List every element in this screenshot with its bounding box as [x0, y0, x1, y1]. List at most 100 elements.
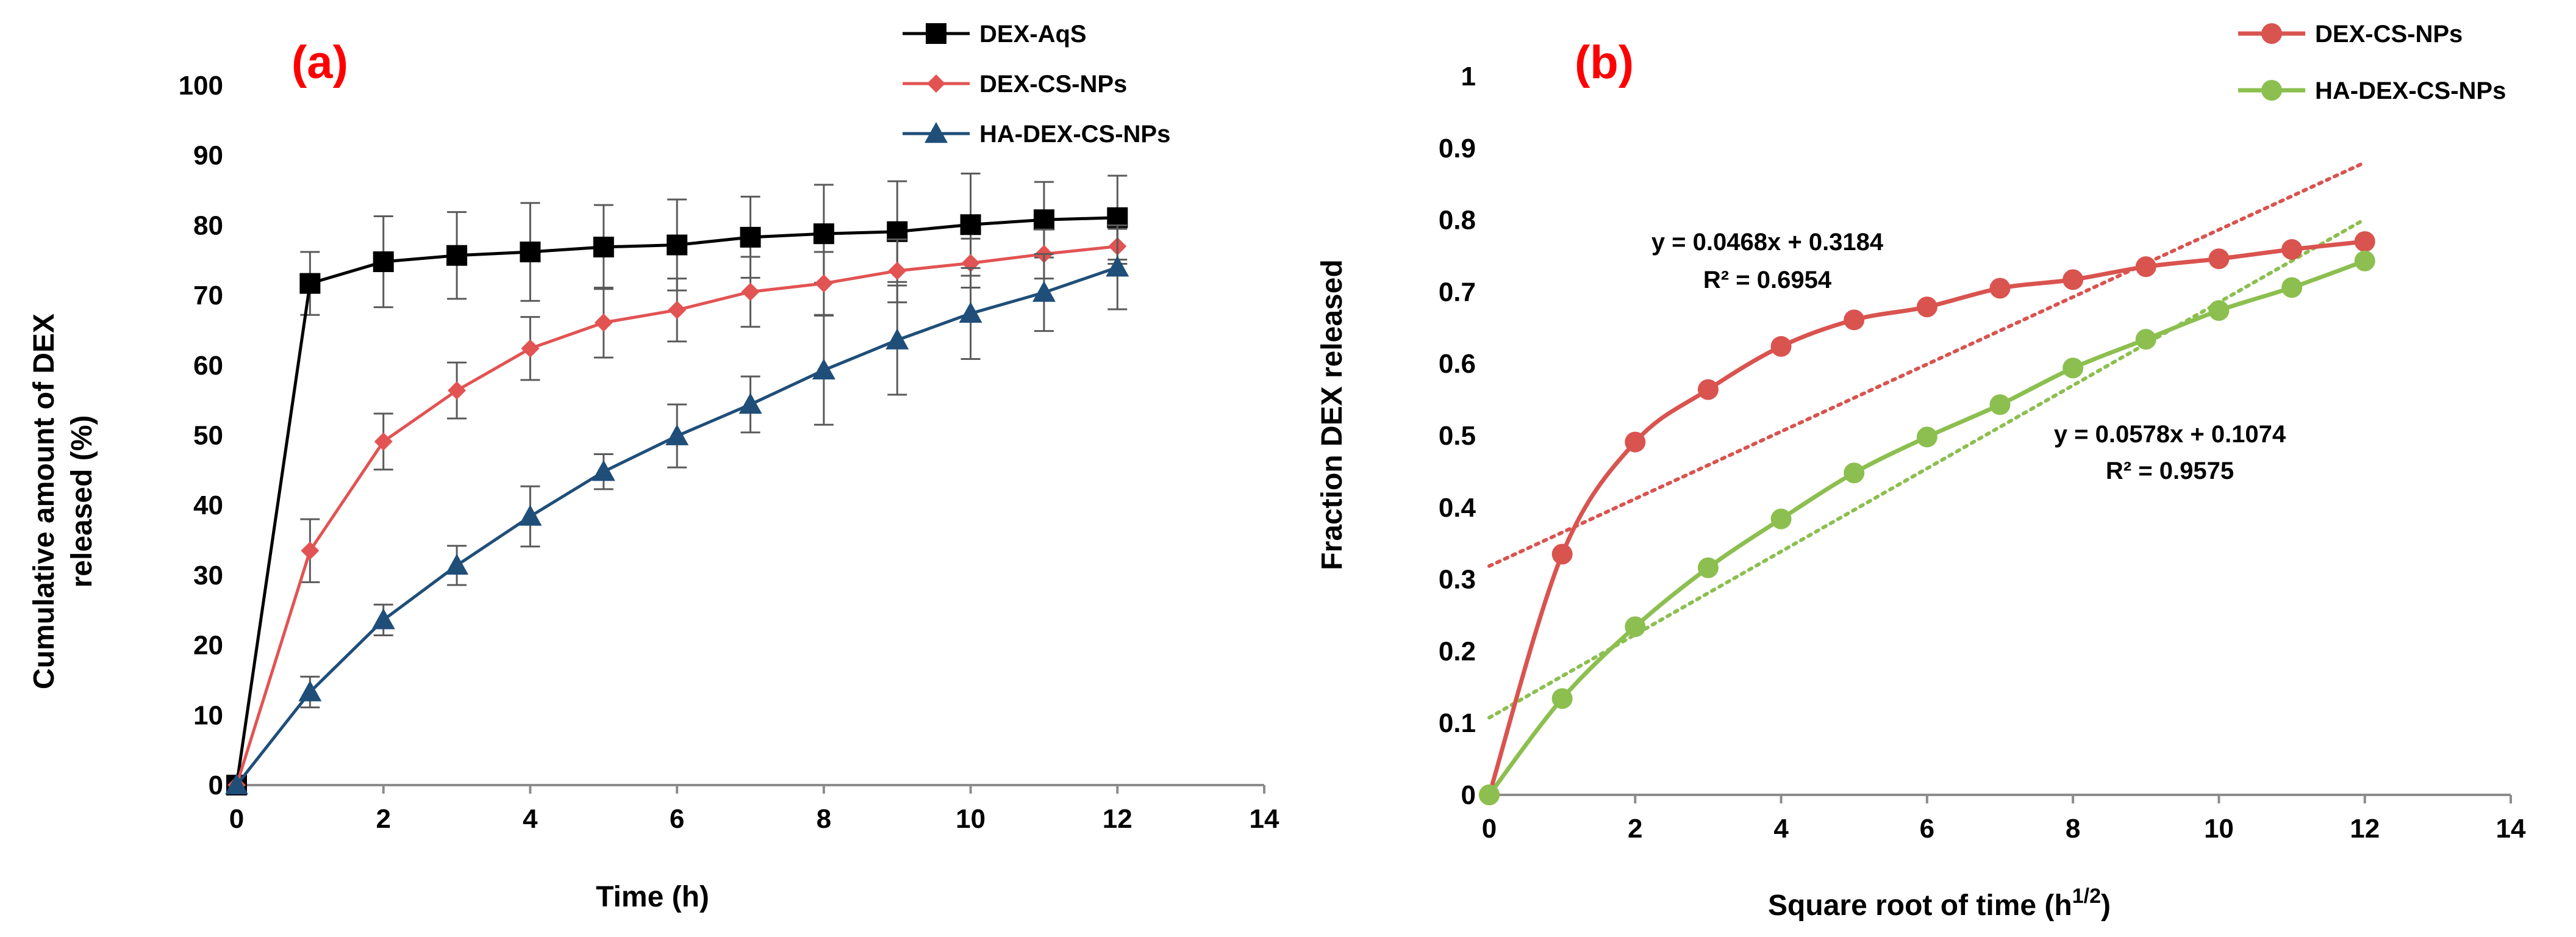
- ha-dex-cs-nps-series-line: [1487, 259, 2366, 797]
- ha-dex-cs-nps-data-point: [1479, 784, 1500, 805]
- panel-b-y-axis-title: Fraction DEX released: [1316, 259, 1348, 570]
- dex-aqs-data-point: [520, 241, 541, 262]
- ha-dex-cs-nps-data-point: [225, 774, 248, 795]
- panel-a-y-tick-label: 70: [193, 281, 223, 311]
- panel-b-x-tick-label: 2: [1628, 814, 1642, 844]
- panel-a-x-axis-title: Time (h): [596, 881, 709, 913]
- ha-dex-cs-nps-data-point: [518, 504, 542, 526]
- panel-b-legend: DEX-CS-NPs HA-DEX-CS-NPs: [2238, 21, 2506, 104]
- ha-dex-cs-nps-trendline-equation: y = 0.0578x + 0.1074: [2054, 421, 2286, 448]
- panel-b-x-tick-label: 6: [1920, 814, 1934, 844]
- panel-b-y-tick-label: 0.8: [1439, 206, 1476, 235]
- panel-a-y-axis-title-line1: Cumulative amount of DEX: [28, 314, 60, 689]
- dex-cs-nps-linear-trendline: [1487, 160, 2367, 568]
- dex-cs-nps-data-point: [594, 313, 613, 332]
- dex-cs-nps-data-point: [374, 432, 393, 451]
- dex-cs-nps-trendline-equation: y = 0.0468x + 0.3184: [1651, 229, 1884, 256]
- panel-b-label: (b): [1575, 37, 1634, 88]
- ha-dex-cs-nps-data-point: [1916, 426, 1937, 448]
- panel-b-x-axis-title-superscript: 1/2: [2072, 885, 2101, 908]
- panel-a-y-tick-label: 20: [193, 631, 223, 661]
- dex-aqs-data-point: [299, 273, 321, 294]
- dex-cs-nps-data-point: [2208, 248, 2230, 270]
- ha-dex-cs-nps-data-point: [2208, 300, 2230, 321]
- panel-a-chart: (a) 0 2 4 6 8 10 12 14 0 10 20 30 40 50 60 70 80 90 100 Ti…: [28, 21, 1279, 913]
- panel-a-y-tick-label: 10: [193, 700, 223, 730]
- dex-cs-nps-data-point: [814, 274, 833, 293]
- ha-dex-cs-nps-data-point: [445, 553, 469, 575]
- panel-b-y-tick-label: 0.3: [1439, 565, 1476, 595]
- ha-dex-cs-nps-legend-marker: [925, 122, 948, 143]
- panel-b-y-tick-label: 0.9: [1439, 134, 1476, 163]
- dex-cs-nps-data-point: [2281, 239, 2303, 260]
- ha-dex-cs-nps-data-point: [886, 328, 909, 350]
- dex-cs-nps-data-point: [2135, 256, 2156, 278]
- ha-dex-cs-nps-data-point: [959, 301, 982, 323]
- dex-cs-nps-data-point: [1916, 296, 1937, 318]
- ha-dex-cs-nps-data-point: [371, 608, 395, 630]
- dex-aqs-data-point: [446, 245, 468, 266]
- panel-a-x-tick-label: 14: [1250, 804, 1279, 834]
- panel-a-label: (a): [292, 37, 348, 88]
- panel-b-y-tick-label: 1: [1461, 62, 1476, 92]
- panel-a-y-tick-label: 0: [209, 770, 223, 800]
- ha-dex-cs-nps-data-point: [1032, 281, 1056, 302]
- panel-a-y-axis-title-line2: released (%): [66, 415, 98, 588]
- panel-b-y-tick-label: 0.5: [1439, 421, 1476, 451]
- panel-b-y-tick-label: 0: [1461, 780, 1476, 810]
- ha-dex-cs-nps-data-point: [1989, 394, 2011, 415]
- panel-b-y-tick-label: 0.2: [1439, 636, 1476, 666]
- ha-dex-cs-nps-data-point: [2354, 250, 2375, 271]
- ha-dex-cs-nps-legend-label: HA-DEX-CS-NPs: [2315, 77, 2506, 104]
- panel-a-y-tick-label: 80: [193, 210, 223, 240]
- panel-b-y-tick-label: 0.4: [1439, 493, 1476, 523]
- panel-a-y-tick-label: 30: [193, 561, 223, 591]
- ha-dex-cs-nps-data-point: [1844, 462, 1865, 484]
- dex-aqs-data-point: [593, 236, 614, 257]
- panel-a-x-tick-label: 2: [376, 804, 390, 834]
- panel-a-x-tick-label: 6: [670, 804, 684, 834]
- ha-dex-cs-nps-trendline-r2: R² = 0.9575: [2106, 458, 2234, 484]
- dex-cs-nps-data-point: [668, 301, 687, 320]
- panel-b-x-axis-title-main: Square root of time (h: [1768, 889, 2072, 922]
- panel-b-plot-area: 0 2 4 6 8 10 12 14 0 0.1 0.2 0.3 0.4 0.5 0.6 0.7 0.8 0.9 1: [1439, 62, 2526, 844]
- ha-dex-cs-nps-series-line: [235, 265, 1118, 786]
- dex-aqs-data-point: [1033, 209, 1054, 231]
- panel-b-y-tick-label: 0.7: [1439, 277, 1476, 307]
- panel-b-x-tick-label: 0: [1482, 814, 1497, 844]
- dex-cs-nps-data-point: [301, 541, 320, 560]
- dex-cs-nps-data-point: [521, 339, 540, 358]
- dex-cs-nps-data-point: [741, 282, 760, 301]
- panel-b-x-tick-label: 14: [2496, 814, 2526, 844]
- panel-a-legend: DEX-AqS DEX-CS-NPs HA-DEX-CS-NPs: [903, 21, 1170, 148]
- dex-cs-nps-data-point: [448, 381, 467, 400]
- dex-aqs-data-point: [667, 234, 688, 256]
- ha-dex-cs-nps-data-point: [1625, 616, 1646, 637]
- dex-aqs-data-point: [960, 214, 981, 235]
- dex-cs-nps-data-point: [2354, 231, 2375, 252]
- panel-a-y-tick-label: 100: [179, 71, 223, 101]
- ha-dex-cs-nps-data-point: [592, 460, 615, 481]
- ha-dex-cs-nps-data-point: [1697, 557, 1719, 578]
- panel-a-x-tick-label: 10: [956, 804, 986, 834]
- dex-aqs-data-point: [740, 226, 761, 248]
- ha-dex-cs-nps-data-point: [1770, 508, 1792, 530]
- dex-cs-nps-series-line: [1487, 239, 2366, 796]
- panel-b-x-tick-label: 12: [2350, 814, 2380, 844]
- dex-cs-nps-legend-label: DEX-CS-NPs: [2315, 21, 2463, 48]
- panel-b-x-tick-label: 8: [2066, 814, 2080, 844]
- panel-a-y-tick-label: 50: [193, 421, 223, 451]
- panel-b-x-tick-label: 10: [2204, 814, 2234, 844]
- ha-dex-cs-nps-data-point: [2281, 277, 2303, 298]
- panel-a-x-tick-label: 4: [523, 804, 538, 834]
- panel-a-plot-area: 0 2 4 6 8 10 12 14 0 10 20 30 40 50 60 70 80 90 100: [179, 71, 1279, 834]
- panel-b-y-tick-label: 0.1: [1439, 708, 1476, 738]
- dex-cs-nps-data-point: [1551, 544, 1573, 565]
- ha-dex-cs-nps-data-point: [2135, 329, 2156, 350]
- ha-dex-cs-nps-data-point: [739, 393, 762, 414]
- panel-a-x-tick-label: 12: [1103, 804, 1132, 834]
- panel-a-y-tick-label: 60: [193, 351, 223, 381]
- panel-a-x-tick-label: 0: [229, 804, 244, 834]
- dex-aqs-data-point: [373, 251, 394, 273]
